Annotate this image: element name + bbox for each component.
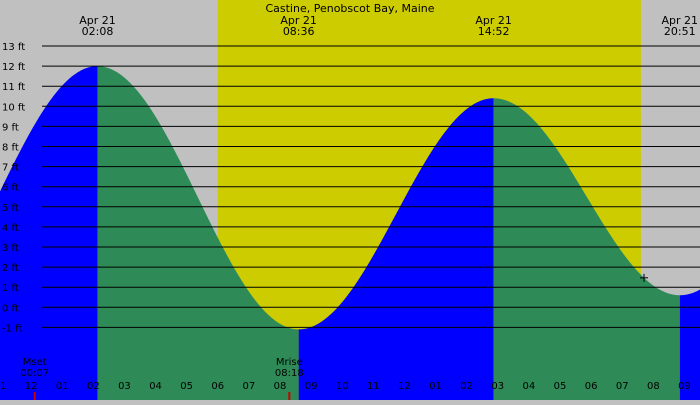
- y-tick-label: 3 ft: [2, 243, 19, 254]
- y-tick-label: 6 ft: [2, 183, 19, 194]
- hour-tick-label: 08: [647, 381, 660, 392]
- label-layer: -1 ft 0 ft 1 ft 2 ft 3 ft 4 ft 5 ft 6 ft 7 ft 8 f…: [0, 14, 698, 400]
- falling-tide-area: [493, 98, 680, 400]
- hour-tick-label: 05: [180, 381, 193, 392]
- y-tick-label: 13 ft: [2, 42, 25, 53]
- y-tick-label: 5 ft: [2, 203, 19, 214]
- tide-curve-layer: [0, 66, 700, 400]
- hour-tick-label: 08: [274, 381, 287, 392]
- hour-tick-label: 11: [0, 381, 6, 392]
- hour-tick-label: 07: [243, 381, 256, 392]
- hour-tick-label: 12: [25, 381, 38, 392]
- y-tick-label: 12 ft: [2, 62, 25, 73]
- hour-tick-label: 06: [585, 381, 598, 392]
- event-time-label: 20:51: [664, 25, 696, 38]
- chart-title: Castine, Penobscot Bay, Maine: [265, 2, 434, 15]
- event-date-label: Apr 21: [79, 14, 116, 27]
- falling-tide-area: [97, 66, 299, 400]
- hour-tick-label: 07: [616, 381, 629, 392]
- y-tick-label: -1 ft: [2, 323, 22, 334]
- event-date-label: Apr 21: [280, 14, 317, 27]
- hour-tick-label: 11: [367, 381, 380, 392]
- y-tick-label: 10 ft: [2, 102, 25, 113]
- hour-tick-label: 04: [149, 381, 162, 392]
- hour-tick-label: 10: [336, 381, 349, 392]
- hour-tick-label: 02: [460, 381, 473, 392]
- y-tick-label: 7 ft: [2, 163, 19, 174]
- event-time-label: 02:08: [82, 25, 114, 38]
- y-tick-label: 4 ft: [2, 223, 19, 234]
- hour-tick-label: 01: [429, 381, 442, 392]
- hour-tick-label: 05: [554, 381, 567, 392]
- hour-tick-label: 04: [523, 381, 536, 392]
- event-time-label: 08:36: [283, 25, 315, 38]
- y-tick-label: 2 ft: [2, 263, 19, 274]
- event-date-label: Apr 21: [475, 14, 512, 27]
- y-tick-label: 0 ft: [2, 303, 19, 314]
- moon-marker-label: Mrise: [276, 357, 303, 368]
- y-tick-label: 11 ft: [2, 82, 25, 93]
- rising-tide-area: [298, 98, 494, 400]
- moon-marker-time: 08:18: [275, 368, 304, 379]
- hour-tick-label: 01: [56, 381, 69, 392]
- rising-tide-area: [0, 66, 98, 400]
- y-tick-label: 9 ft: [2, 122, 19, 133]
- moon-marker-time: 00:07: [20, 368, 49, 379]
- event-time-label: 14:52: [478, 25, 510, 38]
- hour-tick-label: 03: [491, 381, 504, 392]
- y-tick-label: 8 ft: [2, 143, 19, 154]
- hour-tick-label: 06: [211, 381, 224, 392]
- y-tick-label: 1 ft: [2, 283, 19, 294]
- hour-tick-label: 09: [305, 381, 318, 392]
- grid-layer: [42, 45, 700, 328]
- hour-tick-label: 02: [87, 381, 100, 392]
- moon-marker-label: Mset: [23, 357, 47, 368]
- hour-tick-label: 09: [678, 381, 691, 392]
- hour-tick-label: 03: [118, 381, 131, 392]
- hour-tick-label: 12: [398, 381, 411, 392]
- event-date-label: Apr 21: [662, 14, 699, 27]
- rising-tide-area: [679, 289, 700, 400]
